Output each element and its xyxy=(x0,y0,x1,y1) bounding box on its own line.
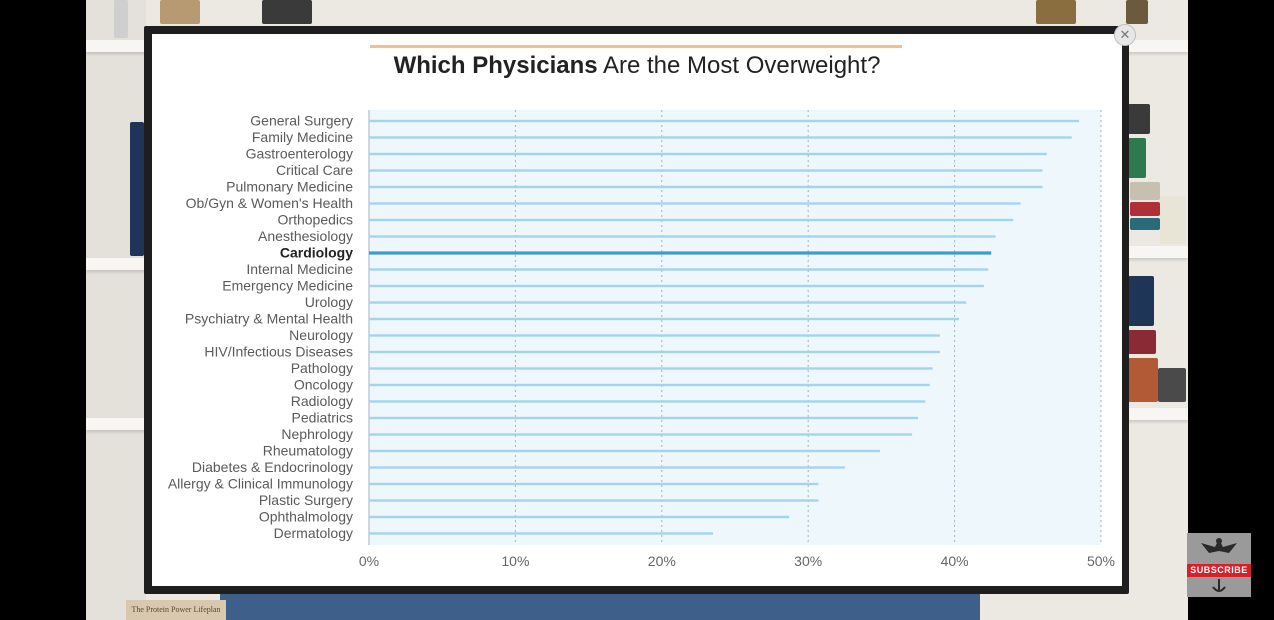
book xyxy=(1126,0,1148,24)
chart-title: Which Physicians Are the Most Overweight… xyxy=(372,52,902,80)
book xyxy=(1128,330,1156,354)
category-label: Radiology xyxy=(291,393,353,409)
category-label: Pathology xyxy=(291,360,353,376)
chart-title-bold: Which Physicians xyxy=(393,52,598,79)
book xyxy=(114,0,128,38)
book xyxy=(1128,138,1146,178)
bar xyxy=(369,152,1047,156)
book xyxy=(1036,0,1076,24)
book-spine: The Protein Power Lifeplan xyxy=(126,600,226,620)
bar xyxy=(369,317,959,321)
book xyxy=(1158,368,1186,402)
bar xyxy=(369,350,940,354)
book xyxy=(160,0,200,24)
category-label: Pulmonary Medicine xyxy=(226,179,353,195)
category-label: Anesthesiology xyxy=(258,228,353,244)
bar xyxy=(369,251,992,255)
category-label: Nephrology xyxy=(281,426,353,442)
category-label: Family Medicine xyxy=(252,129,353,145)
category-label: Neurology xyxy=(289,327,353,343)
x-tick-label: 0% xyxy=(359,553,379,569)
wall-panel xyxy=(86,0,146,620)
category-label: Emergency Medicine xyxy=(222,278,353,294)
bar xyxy=(369,449,880,453)
bar xyxy=(369,515,790,519)
x-tick-label: 20% xyxy=(648,553,676,569)
bar xyxy=(369,466,845,469)
bar xyxy=(369,301,967,304)
bar xyxy=(369,482,819,486)
category-label: Dermatology xyxy=(274,525,353,541)
category-label: Oncology xyxy=(294,377,353,393)
subscribe-label: SUBSCRIBE xyxy=(1187,564,1251,577)
x-tick-label: 40% xyxy=(941,553,969,569)
category-label: HIV/Infectious Diseases xyxy=(204,344,353,360)
book xyxy=(1130,202,1160,216)
bar xyxy=(369,334,940,337)
x-tick-label: 10% xyxy=(501,553,529,569)
bar xyxy=(369,235,996,238)
bar xyxy=(369,268,989,271)
category-label: Psychiatry & Mental Health xyxy=(185,311,353,327)
category-label: Critical Care xyxy=(276,162,353,178)
x-tick-label: 50% xyxy=(1087,553,1115,569)
subscribe-badge[interactable]: SUBSCRIBE xyxy=(1187,533,1251,597)
bar xyxy=(369,284,984,288)
bar xyxy=(369,400,926,403)
category-label: General Surgery xyxy=(250,113,353,129)
category-label: Urology xyxy=(305,294,353,310)
bar xyxy=(369,367,933,370)
bar xyxy=(369,185,1043,189)
bar xyxy=(369,383,930,387)
category-label: Cardiology xyxy=(280,245,353,261)
book xyxy=(1128,276,1154,326)
shelf xyxy=(1126,40,1188,52)
close-icon[interactable]: ✕ xyxy=(1114,24,1136,46)
bar xyxy=(369,532,714,535)
book xyxy=(1130,218,1160,230)
book xyxy=(130,122,144,256)
plot-area xyxy=(369,110,1101,545)
category-label: Ob/Gyn & Women's Health xyxy=(186,195,353,211)
chart-title-rest: Are the Most Overweight? xyxy=(597,52,881,79)
bar xyxy=(369,499,819,502)
category-label: Plastic Surgery xyxy=(259,492,353,508)
bar xyxy=(369,202,1021,205)
bar xyxy=(369,218,1014,222)
bar xyxy=(369,433,913,436)
bar xyxy=(369,416,918,420)
category-label: Ophthalmology xyxy=(259,509,353,525)
shelf xyxy=(86,258,156,270)
shelf xyxy=(1126,246,1188,258)
shelf xyxy=(86,418,156,430)
bar xyxy=(369,136,1072,139)
book xyxy=(1128,358,1158,402)
category-label: Rheumatology xyxy=(263,443,353,459)
book xyxy=(1128,104,1150,134)
shelf xyxy=(1126,408,1188,420)
title-accent-rule xyxy=(370,45,902,48)
bar xyxy=(369,169,1043,172)
book xyxy=(1160,196,1186,244)
book xyxy=(1130,182,1160,200)
x-tick-label: 30% xyxy=(794,553,822,569)
presenter-shirt xyxy=(220,592,980,620)
anchor-icon xyxy=(1212,579,1226,592)
category-label: Pediatrics xyxy=(292,410,353,426)
book xyxy=(262,0,312,24)
eagle-icon xyxy=(1201,538,1237,553)
shelf xyxy=(86,40,156,52)
category-label: Orthopedics xyxy=(278,212,353,228)
bar xyxy=(369,119,1080,123)
category-label: Internal Medicine xyxy=(246,261,353,277)
category-label: Allergy & Clinical Immunology xyxy=(168,476,353,492)
category-label: Diabetes & Endocrinology xyxy=(192,459,353,475)
category-label: Gastroenterology xyxy=(246,146,353,162)
